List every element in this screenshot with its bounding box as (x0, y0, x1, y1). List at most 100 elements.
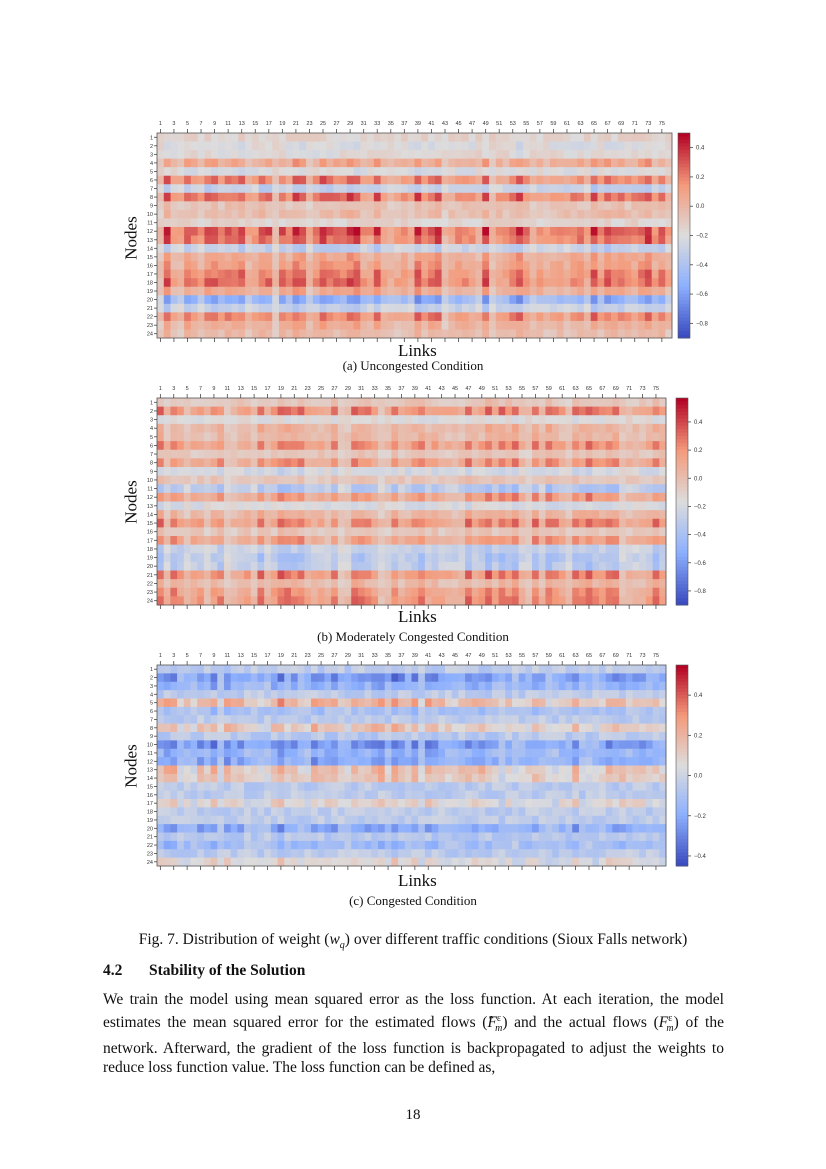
x-tick-label: 35 (388, 121, 394, 127)
heatmap-cell (552, 706, 560, 716)
heatmap-cell (277, 757, 285, 766)
heatmap-cell (297, 432, 305, 442)
heatmap-cell (190, 226, 199, 236)
heatmap-cell (238, 192, 246, 202)
heatmap-cell (478, 432, 486, 442)
heatmap-cell (529, 133, 537, 142)
heatmap-cell (491, 484, 499, 494)
heatmap-cell (284, 475, 292, 485)
heatmap-cell (558, 544, 566, 554)
heatmap-cell (311, 423, 319, 433)
heatmap-cell (224, 252, 232, 262)
heatmap-cell (378, 673, 386, 683)
heatmap-cell (428, 303, 436, 313)
heatmap-cell (304, 432, 312, 442)
heatmap-cell (190, 536, 198, 546)
heatmap-cell (299, 158, 307, 168)
heatmap-cell (441, 192, 449, 202)
heatmap-cell (272, 167, 280, 177)
heatmap-cell (331, 441, 339, 451)
heatmap-cell (337, 475, 345, 485)
heatmap-cell (570, 218, 578, 228)
heatmap-cell (244, 501, 252, 511)
heatmap-cell (177, 235, 185, 245)
heatmap-cell (351, 492, 359, 502)
heatmap-cell (197, 458, 205, 468)
heatmap-cell (258, 201, 266, 211)
heatmap-cell (482, 312, 490, 322)
colorbar-segment (678, 208, 690, 213)
heatmap-cell (157, 561, 165, 571)
heatmap-cell (170, 303, 178, 313)
heatmap-cell (245, 320, 253, 330)
heatmap-cell (184, 167, 192, 177)
heatmap-cell (211, 175, 219, 185)
heatmap-cell (398, 748, 406, 758)
heatmap-cell (292, 244, 300, 253)
heatmap-cell (585, 527, 593, 537)
y-tick-label: 14 (147, 246, 153, 252)
heatmap-cell (431, 398, 439, 408)
heatmap-cell (491, 715, 499, 725)
heatmap-cell (624, 192, 632, 202)
heatmap-cell (311, 536, 319, 546)
heatmap-cell (516, 150, 524, 160)
heatmap-cell (292, 269, 300, 279)
heatmap-cell (353, 175, 361, 185)
heatmap-cell (360, 158, 368, 168)
heatmap-cell (578, 681, 587, 691)
heatmap-cell (652, 673, 660, 683)
heatmap-cell (224, 295, 232, 305)
heatmap-cell (651, 235, 659, 245)
heatmap-cell (400, 252, 409, 262)
heatmap-cell (407, 269, 415, 279)
heatmap-cell (478, 723, 486, 733)
heatmap-cell (458, 673, 466, 683)
heatmap-cell (337, 715, 345, 725)
heatmap-cell (183, 536, 191, 546)
heatmap-cell (619, 706, 627, 716)
heatmap-cell (292, 226, 300, 236)
heatmap-cell (400, 150, 409, 160)
heatmap-cell (451, 698, 459, 708)
heatmap-cell (177, 553, 185, 563)
heatmap-cell (502, 226, 510, 236)
heatmap-cell (285, 175, 293, 185)
heatmap-cell (461, 286, 470, 296)
heatmap-cell (317, 423, 325, 433)
heatmap-cell (311, 757, 319, 766)
heatmap-cell (631, 235, 639, 245)
heatmap-cell (337, 665, 345, 674)
heatmap-cell (468, 320, 476, 330)
heatmap-cell (645, 536, 654, 546)
heatmap-cell (638, 167, 646, 177)
heatmap-cell (317, 449, 325, 459)
heatmap-cell (599, 681, 607, 691)
heatmap-cell (604, 269, 612, 279)
heatmap-cell (357, 518, 366, 528)
heatmap-cell (605, 673, 613, 683)
heatmap-cell (585, 492, 593, 502)
heatmap-cell (333, 201, 341, 211)
heatmap-cell (337, 398, 345, 408)
heatmap-cell (545, 484, 553, 494)
heatmap-cell (272, 209, 280, 219)
heatmap-cell (278, 286, 287, 296)
colorbar-tick-label: 0.2 (696, 175, 705, 181)
heatmap-cell (611, 320, 619, 330)
heatmap-cell (163, 175, 171, 185)
heatmap-cell (631, 158, 639, 168)
heatmap-cell (339, 133, 348, 142)
heatmap-cell (471, 432, 479, 442)
heatmap-cell (378, 458, 386, 468)
heatmap-cell (525, 423, 533, 433)
heatmap-cell (217, 561, 225, 571)
heatmap-cell (204, 269, 212, 279)
heatmap-cell (651, 218, 659, 228)
heatmap-cell (418, 748, 426, 758)
heatmap-cell (163, 406, 171, 416)
heatmap-cell (632, 510, 640, 520)
heatmap-cell (157, 527, 165, 537)
heatmap-cell (565, 740, 573, 750)
heatmap-cell (230, 665, 238, 674)
